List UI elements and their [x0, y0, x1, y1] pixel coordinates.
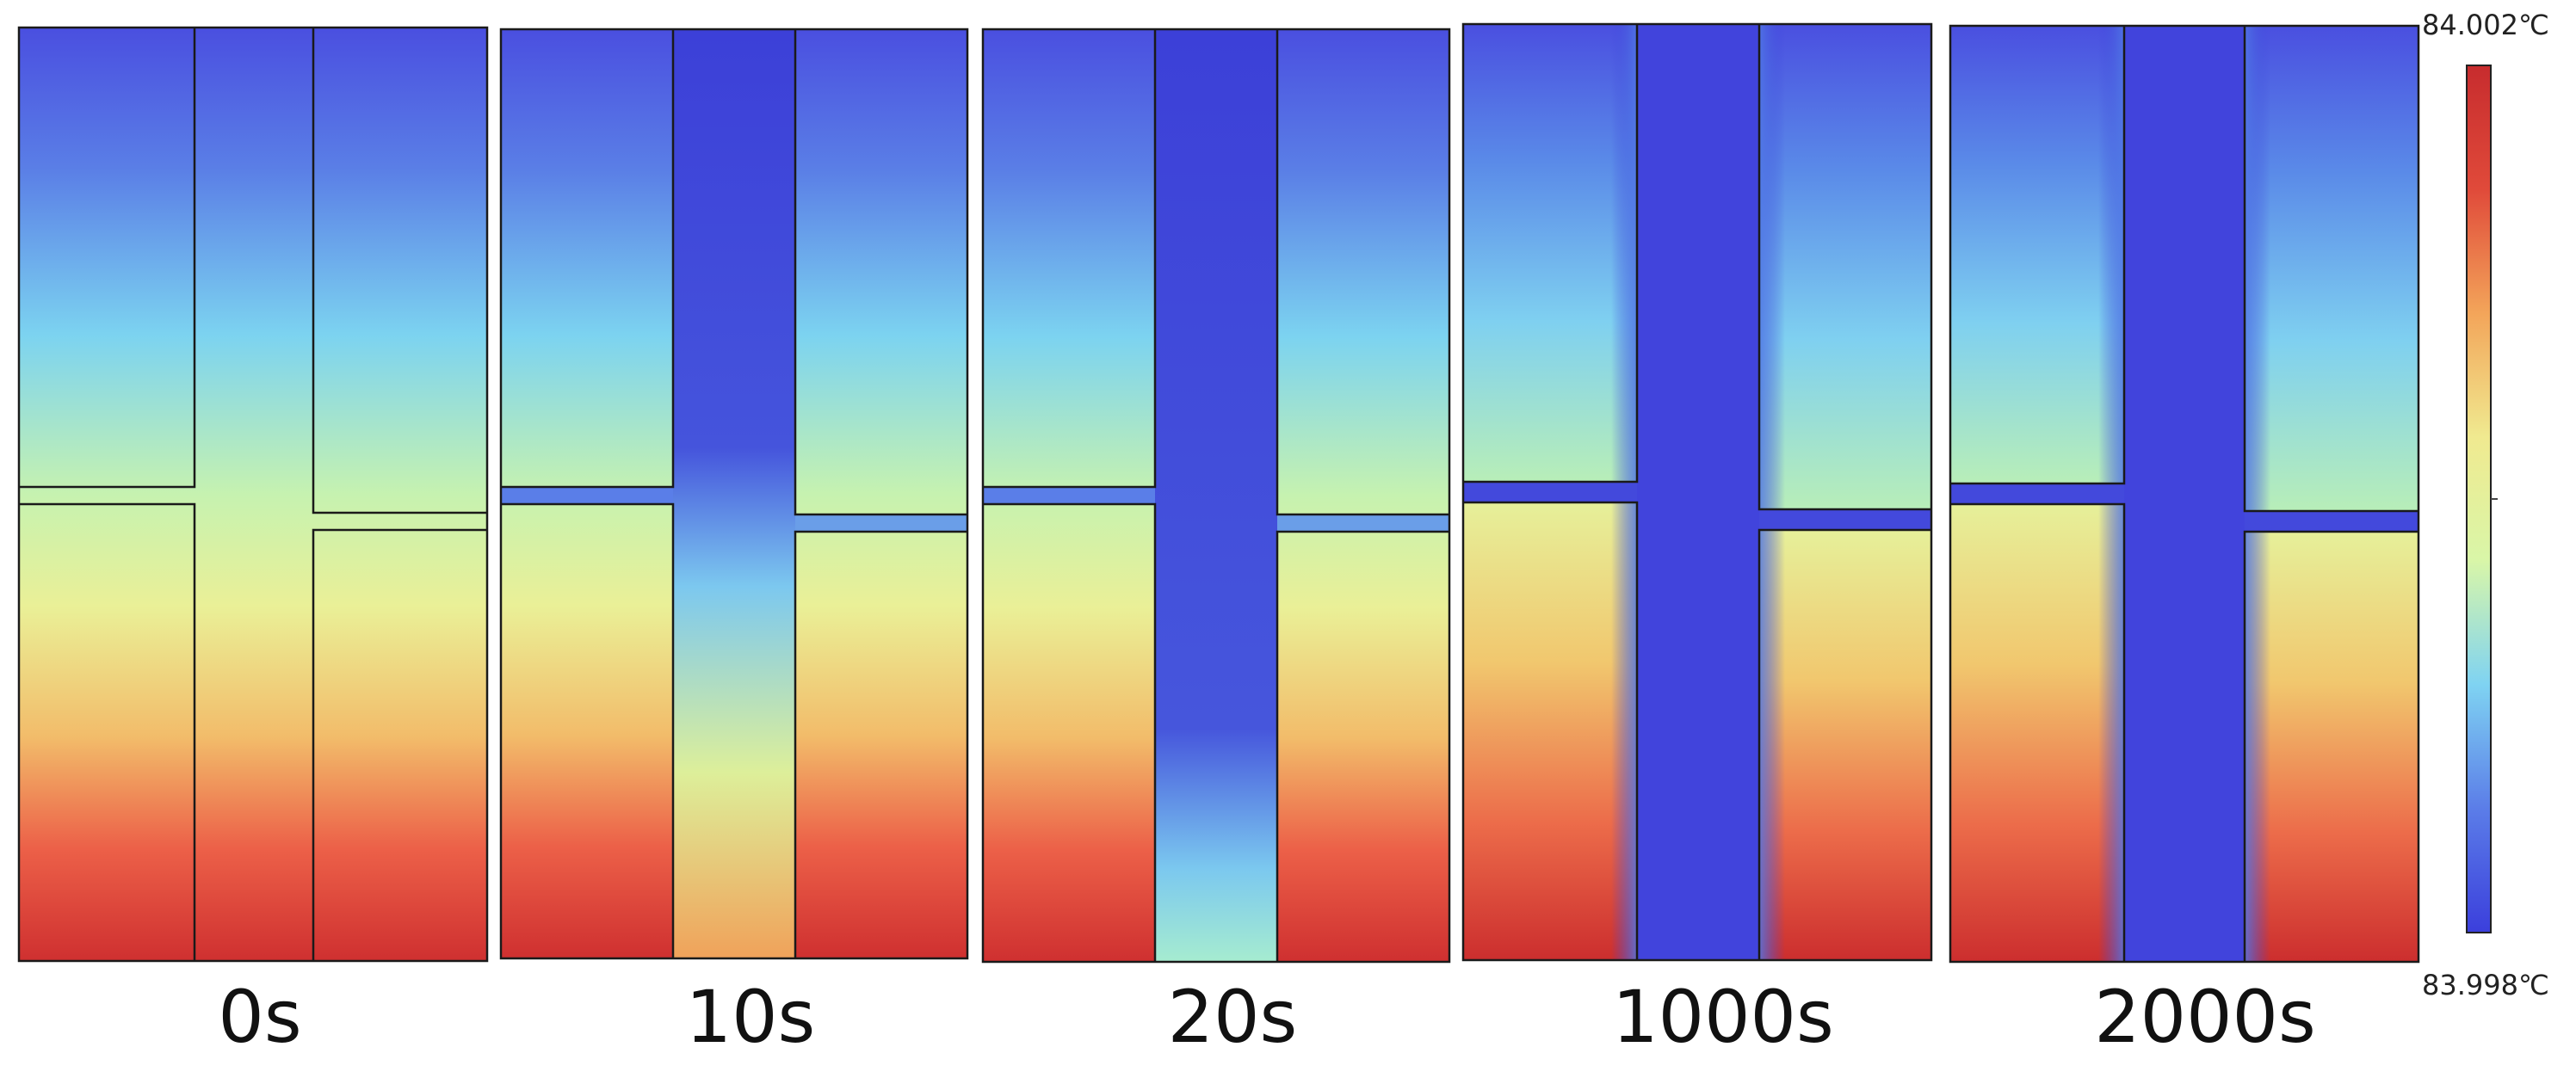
lower-left-chamber — [1950, 504, 2124, 962]
panel-3 — [981, 28, 1451, 964]
panel-border — [1461, 22, 1933, 962]
right-gap — [795, 514, 967, 532]
central-channel — [1155, 29, 1277, 962]
upper-left-chamber — [1950, 26, 2124, 483]
colorbar-min-label: 83.998℃ — [2422, 969, 2549, 1001]
channel-walls — [19, 28, 487, 961]
wall-glow-right — [1759, 24, 1785, 960]
right-gap — [1759, 509, 1931, 530]
panel-1-time-label: 0s — [218, 975, 302, 1059]
left-gap — [1463, 482, 1637, 502]
right-gap — [1277, 514, 1449, 532]
colorbar-max-label: 84.002℃ — [2422, 9, 2549, 41]
central-channel — [1637, 24, 1759, 960]
central-channel — [673, 29, 795, 958]
colorbar-gradient — [2466, 65, 2492, 933]
channel-walls — [983, 29, 1449, 962]
upper-left-chamber — [1463, 24, 1637, 482]
panel-5-time-label: 2000s — [2094, 975, 2316, 1059]
channel-walls — [501, 29, 967, 958]
left-gap — [1950, 483, 2124, 504]
wall-glow-right — [2245, 26, 2270, 962]
panel-border — [17, 26, 489, 963]
panel-4 — [1461, 22, 1933, 962]
colorbar — [2466, 65, 2498, 933]
channel-walls — [1950, 26, 2418, 962]
upper-right-chamber — [2245, 26, 2418, 511]
left-gap — [501, 487, 673, 504]
left-gap — [983, 487, 1155, 504]
panel-5 — [1949, 24, 2420, 964]
panel-2-time-label: 10s — [685, 975, 816, 1059]
upper-right-chamber — [1759, 24, 1931, 509]
lower-right-chamber — [1759, 530, 1931, 960]
lower-right-chamber — [2245, 532, 2418, 962]
panel-1 — [17, 26, 489, 963]
panel-2 — [499, 28, 969, 960]
central-channel — [2124, 26, 2245, 962]
panels-group — [17, 22, 2420, 964]
panel-3-time-label: 20s — [1167, 975, 1298, 1059]
field-background — [19, 28, 487, 961]
lower-left-chamber — [1463, 502, 1637, 960]
panel-border — [499, 28, 969, 960]
channel-walls — [1463, 24, 1931, 960]
panel-4-time-label: 1000s — [1612, 975, 1834, 1059]
panel-border — [981, 28, 1451, 964]
panel-border — [1949, 24, 2420, 964]
right-gap — [2245, 511, 2418, 532]
